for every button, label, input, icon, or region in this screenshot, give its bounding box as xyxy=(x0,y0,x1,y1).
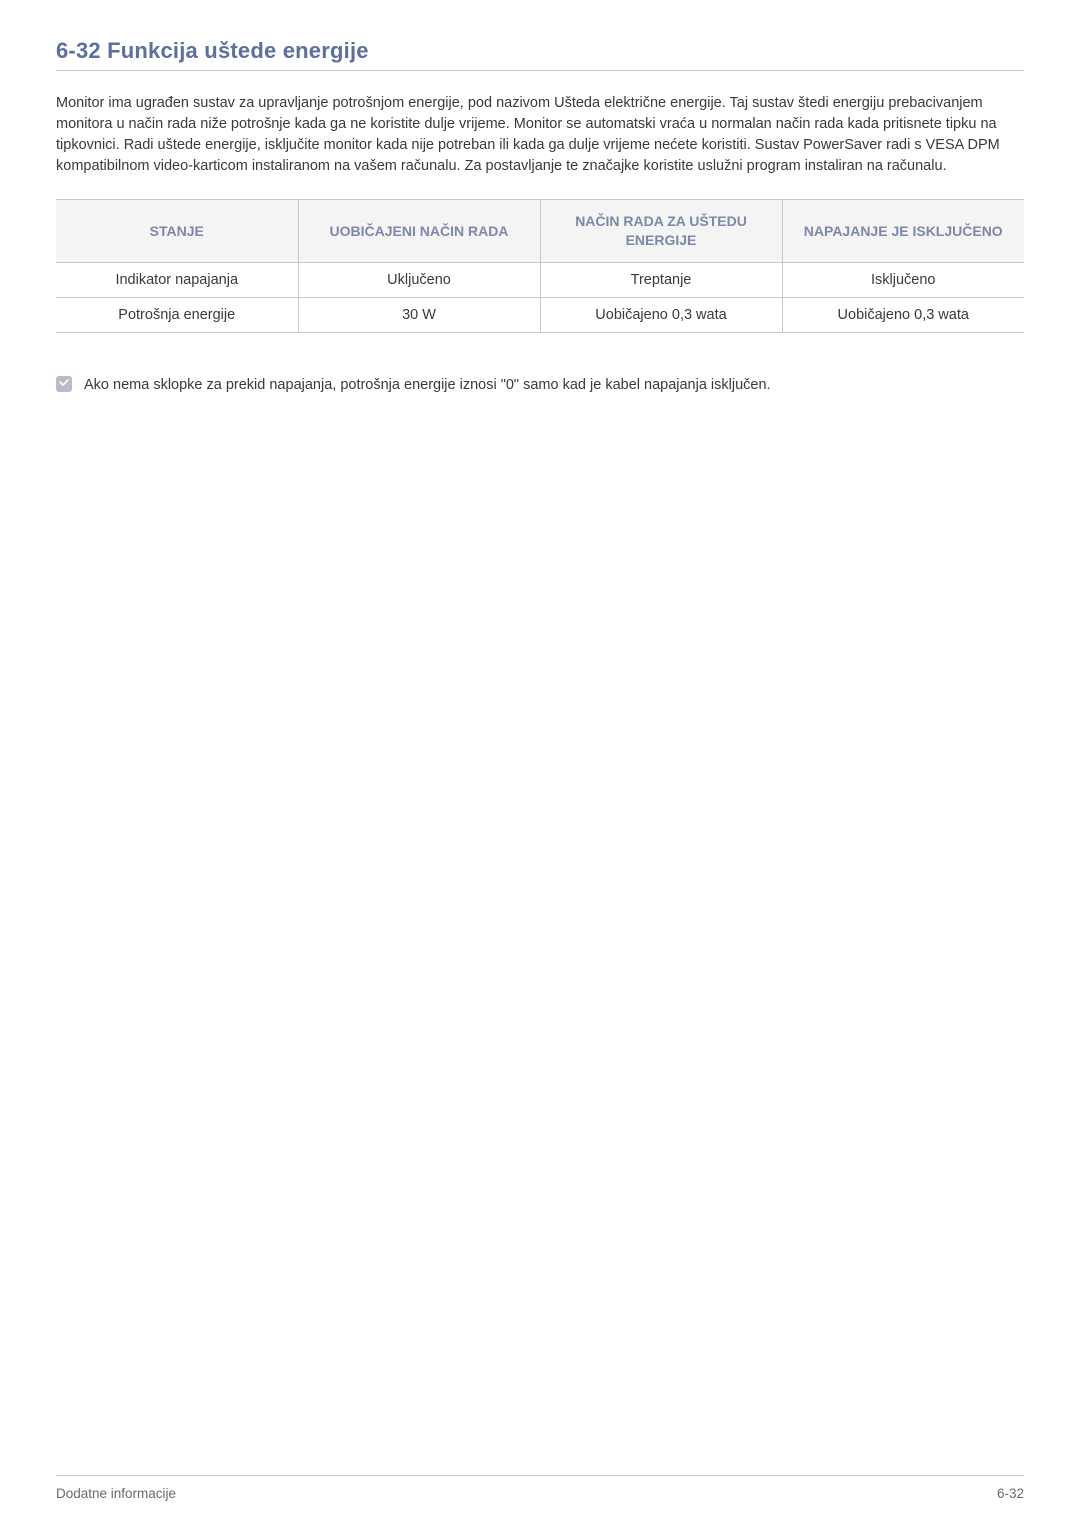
cell: Uobičajeno 0,3 wata xyxy=(540,297,782,332)
footer-right: 6-32 xyxy=(997,1486,1024,1501)
th-saving: NAČIN RADA ZA UŠTEDU ENERGIJE xyxy=(540,200,782,263)
th-state: STANJE xyxy=(56,200,298,263)
th-off: NAPAJANJE JE ISKLJUČENO xyxy=(782,200,1024,263)
page-root: 6-32 Funkcija uštede energije Monitor im… xyxy=(0,0,1080,1527)
page-footer: Dodatne informacije 6-32 xyxy=(56,1475,1024,1501)
note-text: Ako nema sklopke za prekid napajanja, po… xyxy=(84,375,771,395)
cell: Indikator napajanja xyxy=(56,262,298,297)
cell: 30 W xyxy=(298,297,540,332)
cell: Isključeno xyxy=(782,262,1024,297)
section-heading: 6-32 Funkcija uštede energije xyxy=(56,38,1024,64)
table-row: Potrošnja energije 30 W Uobičajeno 0,3 w… xyxy=(56,297,1024,332)
cell: Uključeno xyxy=(298,262,540,297)
intro-paragraph: Monitor ima ugrađen sustav za upravljanj… xyxy=(56,93,1024,177)
cell: Uobičajeno 0,3 wata xyxy=(782,297,1024,332)
heading-row: 6-32 Funkcija uštede energije xyxy=(56,38,1024,71)
footer-left: Dodatne informacije xyxy=(56,1486,176,1501)
spec-table: STANJE UOBIČAJENI NAČIN RADA NAČIN RADA … xyxy=(56,199,1024,333)
table-row: Indikator napajanja Uključeno Treptanje … xyxy=(56,262,1024,297)
cell: Treptanje xyxy=(540,262,782,297)
note-row: Ako nema sklopke za prekid napajanja, po… xyxy=(56,375,1024,395)
cell: Potrošnja energije xyxy=(56,297,298,332)
th-normal: UOBIČAJENI NAČIN RADA xyxy=(298,200,540,263)
table-header-row: STANJE UOBIČAJENI NAČIN RADA NAČIN RADA … xyxy=(56,200,1024,263)
note-icon xyxy=(56,376,72,392)
